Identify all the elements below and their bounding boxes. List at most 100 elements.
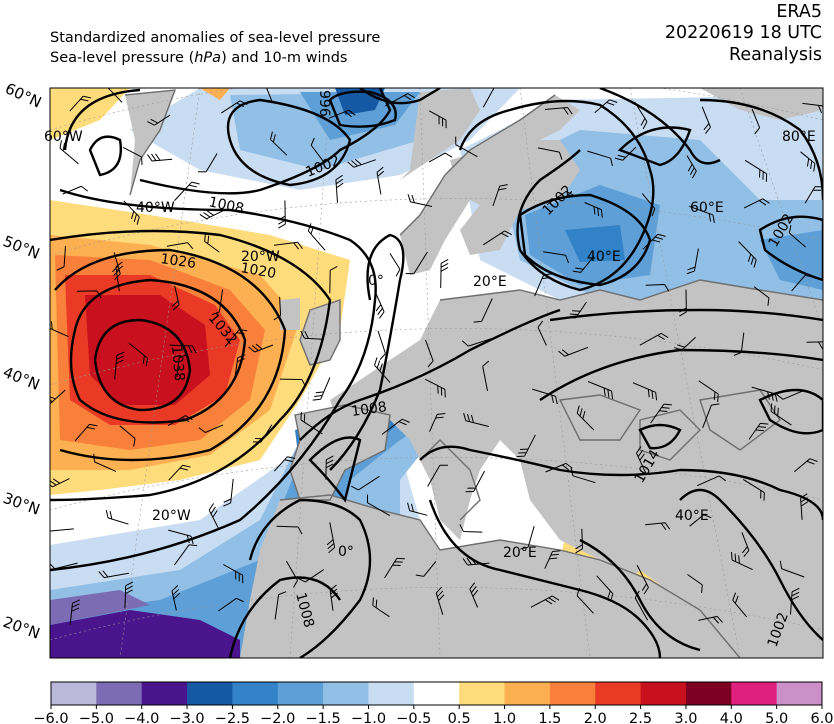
wind-barb <box>273 456 296 472</box>
colorbar-swatch <box>187 682 233 705</box>
wind-barb <box>520 525 535 550</box>
colorbar-swatch <box>549 682 596 705</box>
map-frame-content <box>50 88 823 658</box>
isobar-label: 1008 <box>350 399 388 420</box>
wind-barb <box>69 95 92 112</box>
lat-label: 20°N <box>1 613 43 643</box>
wind-barb <box>641 193 656 217</box>
wind-barb <box>197 153 218 173</box>
colorbar-tick-label: −2.5 <box>215 711 250 724</box>
wind-barb <box>570 467 596 484</box>
colorbar-frame <box>50 681 823 706</box>
wind-barb <box>310 137 324 162</box>
wind-barb <box>741 532 750 557</box>
isobar-label: 1008 <box>207 194 245 217</box>
wind-barb <box>374 357 391 383</box>
wind-barb <box>329 584 338 611</box>
wind-barb <box>738 241 757 268</box>
wind-barb <box>384 557 405 579</box>
lon-label: 40°E <box>675 508 709 524</box>
colorbar-swatch <box>232 682 279 705</box>
wind-barb <box>779 560 805 578</box>
wind-barb <box>686 155 697 179</box>
wind-barb <box>733 332 745 356</box>
wind-barb <box>634 590 649 621</box>
wind-barb <box>545 462 573 473</box>
wind-barb <box>790 587 800 615</box>
wind-barb <box>76 290 102 299</box>
wind-barb <box>730 551 753 571</box>
wind-barb <box>587 150 613 167</box>
colorbar-swatch <box>640 682 687 705</box>
colorbar-swatch <box>595 682 642 705</box>
wind-barb <box>74 423 98 442</box>
wind-barb <box>650 403 672 424</box>
wind-barb <box>407 194 433 207</box>
title-line2-prefix: Sea-level pressure ( <box>50 50 195 66</box>
lon-label: 0° <box>338 544 354 560</box>
wind-barb <box>381 418 410 435</box>
wind-barb <box>800 151 816 172</box>
wind-barb <box>124 581 134 609</box>
colorbar-swatch <box>277 682 324 705</box>
wind-barb <box>300 330 323 340</box>
wind-barb <box>469 582 479 608</box>
colorbar-tick-label: 2.0 <box>584 711 607 724</box>
wind-barb <box>751 386 778 402</box>
isobar-label: 1038 <box>168 345 187 382</box>
colorbar-tick-label: 1.0 <box>493 711 516 724</box>
colorbar-tick-label: −6.0 <box>33 711 68 724</box>
colorbar-tick-label: −3.0 <box>169 711 204 724</box>
wind-barb <box>575 528 583 554</box>
wind-barb <box>98 570 129 579</box>
title-line2-unit: hPa <box>194 50 222 66</box>
wind-barb <box>147 153 173 162</box>
wind-barb <box>435 586 445 615</box>
wind-barb <box>543 251 569 263</box>
wind-barb <box>483 230 512 246</box>
wind-barb <box>50 319 69 338</box>
wind-barb <box>372 597 390 618</box>
wind-barb <box>462 557 490 566</box>
wind-barb <box>384 93 415 107</box>
wind-barb <box>645 284 670 292</box>
map-title-line1: Standardized anomalies of sea-level pres… <box>50 30 381 46</box>
wind-barb <box>405 251 428 275</box>
lon-label: 20°W <box>241 249 280 265</box>
wind-barb <box>262 88 273 103</box>
wind-barb <box>347 158 376 168</box>
wind-barb <box>171 285 180 311</box>
wind-barb <box>674 336 696 351</box>
wind-barb <box>634 101 648 130</box>
wind-barb <box>645 522 671 530</box>
wind-barb <box>546 191 574 206</box>
lon-label: 20°E <box>503 545 537 561</box>
wind-barb <box>273 296 282 321</box>
colorbar-tick-label: −4.0 <box>124 711 159 724</box>
colorbar-ticks: −6.0 −5.0 −4.0 −3.0 −2.5 −2.0 −1.5 −1.0 −0.5 0.5 1… <box>33 705 834 724</box>
colorbar-swatch <box>459 682 506 705</box>
wind-barb <box>377 330 386 360</box>
wind-barb <box>596 575 614 602</box>
wind-barb <box>169 344 197 354</box>
wind-barb <box>744 159 768 182</box>
colorbar-swatch <box>141 682 188 705</box>
wind-barb <box>223 564 244 584</box>
map-frame <box>49 87 824 659</box>
wind-barb <box>587 381 614 400</box>
wind-barb <box>224 329 248 347</box>
wind-barb <box>128 342 149 367</box>
wind-barb <box>793 458 818 473</box>
wind-barb <box>223 478 234 507</box>
wind-barb <box>698 380 719 403</box>
wind-barb <box>567 301 587 319</box>
wind-barb <box>788 224 806 248</box>
wind-barb <box>427 464 448 487</box>
lat-label: 50°N <box>1 232 43 263</box>
wind-barb <box>770 403 792 426</box>
colorbar-tick-label: 1.5 <box>538 711 561 724</box>
wind-barb <box>220 100 248 114</box>
wind-barb <box>276 525 303 535</box>
wind-barb <box>50 478 70 488</box>
